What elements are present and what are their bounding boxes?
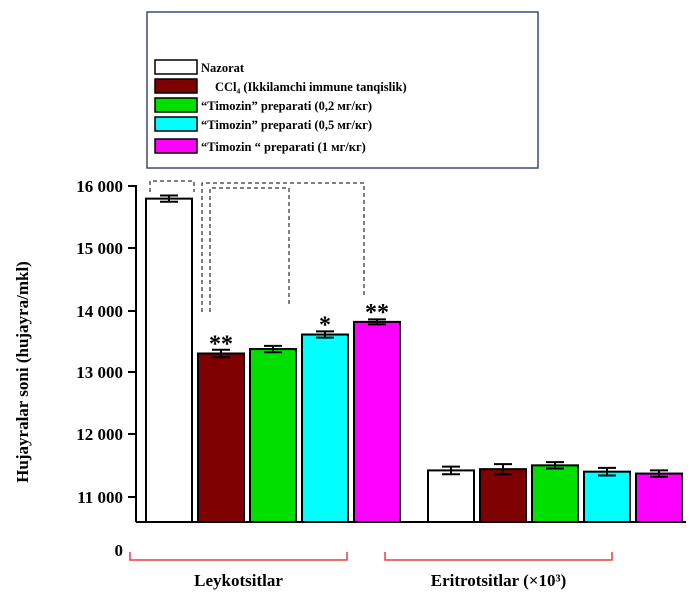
bar (197, 352, 245, 524)
bar (427, 469, 475, 523)
legend-swatch (154, 97, 198, 113)
legend-label: CCl₄ (Ikkilamchi immune tanqislik) (215, 80, 407, 94)
category-labels: Leykotsitlar Eritrotsitlar (×10³) (129, 552, 613, 590)
legend: Nazorat CCl₄ (Ikkilamchi immune tanqislik… (154, 59, 407, 154)
y-tick-label: 13 000 (76, 363, 123, 382)
bar (301, 333, 349, 523)
bars (145, 197, 683, 524)
error-bars (160, 194, 668, 478)
legend-label: “Timozin” preparati (0,5 мг/кг) (201, 118, 372, 132)
y-tick-label: 14 000 (76, 302, 123, 321)
legend-swatch (154, 59, 198, 75)
bracket-ccl4-vs-1mg (201, 182, 365, 312)
y-axis-title: Hujayralar soni (hujayra/mkl) (13, 261, 32, 483)
legend-swatch (154, 78, 198, 94)
bar (249, 348, 297, 523)
significance-mark: ** (365, 300, 389, 326)
legend-label: “Timozin “ preparati (1 мг/кг) (201, 140, 366, 154)
bar (583, 470, 631, 523)
bar (479, 468, 527, 523)
y-tick-label: 0 (115, 541, 124, 560)
y-tick-label: 12 000 (76, 425, 123, 444)
y-axis-ticks: 16 000 15 000 14 000 13 000 12 000 11 000 0 (76, 177, 136, 560)
legend-swatch (154, 116, 198, 132)
y-tick-label: 15 000 (76, 239, 123, 258)
bracket-control (149, 180, 195, 192)
significance-mark: * (319, 313, 331, 339)
category-label: Leykotsitlar (194, 571, 283, 590)
legend-label: Nazorat (201, 61, 245, 75)
comparison-brackets (149, 180, 365, 312)
legend-frame (146, 11, 539, 169)
legend-label: “Timozin” preparati (0,2 мг/кг) (201, 99, 372, 113)
bar (635, 472, 683, 523)
category-bracket (129, 552, 348, 561)
significance-marks: *** ** (209, 300, 389, 358)
category-bracket (384, 552, 613, 561)
category-label: Eritrotsitlar (×10³) (431, 571, 567, 590)
legend-swatch (154, 138, 198, 154)
y-tick-label: 16 000 (76, 177, 123, 196)
bar (145, 197, 193, 523)
bracket-ccl4-vs-05mg (209, 187, 290, 312)
bar (531, 464, 579, 523)
significance-mark: ** (209, 331, 233, 357)
y-tick-label: 11 000 (77, 488, 123, 507)
bar (353, 320, 401, 523)
